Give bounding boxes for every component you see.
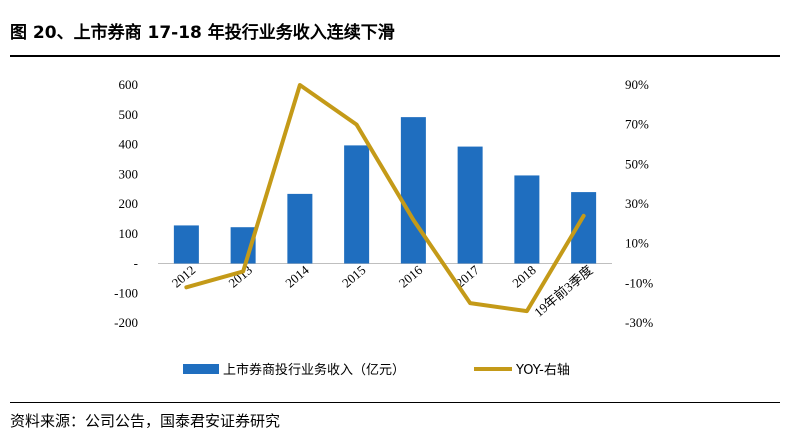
left-tick-label: 500 <box>119 107 139 122</box>
left-tick-label: 300 <box>119 166 139 181</box>
source-note: 资料来源：公司公告，国泰君安证券研究 <box>10 412 281 430</box>
left-tick-label: -200 <box>114 315 138 330</box>
bar <box>400 117 426 264</box>
bar <box>514 175 540 264</box>
bar <box>344 145 370 264</box>
left-tick-label: 600 <box>119 77 139 92</box>
legend-bar-label: 上市券商投行业务收入（亿元） <box>223 362 405 378</box>
left-tick-label: -100 <box>114 285 138 300</box>
right-tick-label: 90% <box>625 77 649 92</box>
x-tick-label: 2015 <box>339 262 369 290</box>
legend: 上市券商投行业务收入（亿元） YOY-右轴 <box>183 362 570 378</box>
bar <box>173 225 199 264</box>
left-tick-label: 400 <box>119 137 139 152</box>
source-rule <box>10 402 780 403</box>
right-tick-label: -10% <box>625 275 653 290</box>
right-axis: 90% 70% 50% 30% 10% -10% -30% <box>625 77 653 330</box>
bar <box>457 146 483 264</box>
left-axis: 600 500 400 300 200 100 - -100 -200 <box>114 77 138 330</box>
left-tick-label: - <box>134 256 138 271</box>
yoy-line <box>184 83 586 314</box>
right-tick-label: 10% <box>625 236 649 251</box>
bar-series <box>173 117 597 264</box>
right-tick-label: 50% <box>625 156 649 171</box>
page-title: 图 20、上市券商 17-18 年投行业务收入连续下滑 <box>10 23 395 43</box>
bar <box>287 193 313 264</box>
legend-line-label: YOY-右轴 <box>515 363 570 378</box>
x-tick-label: 2018 <box>509 262 539 290</box>
revenue-chart: 600 500 400 300 200 100 - -100 -200 90% 70% 50% 30%… <box>114 77 653 378</box>
left-tick-label: 200 <box>119 196 139 211</box>
right-tick-label: 70% <box>625 117 649 132</box>
x-tick-label: 2016 <box>396 262 426 291</box>
right-tick-label: -30% <box>625 315 653 330</box>
x-tick-label: 2014 <box>282 262 312 291</box>
legend-bar-swatch <box>183 364 219 374</box>
right-tick-label: 30% <box>625 196 649 211</box>
title-rule <box>10 55 780 57</box>
left-tick-label: 100 <box>119 226 139 241</box>
